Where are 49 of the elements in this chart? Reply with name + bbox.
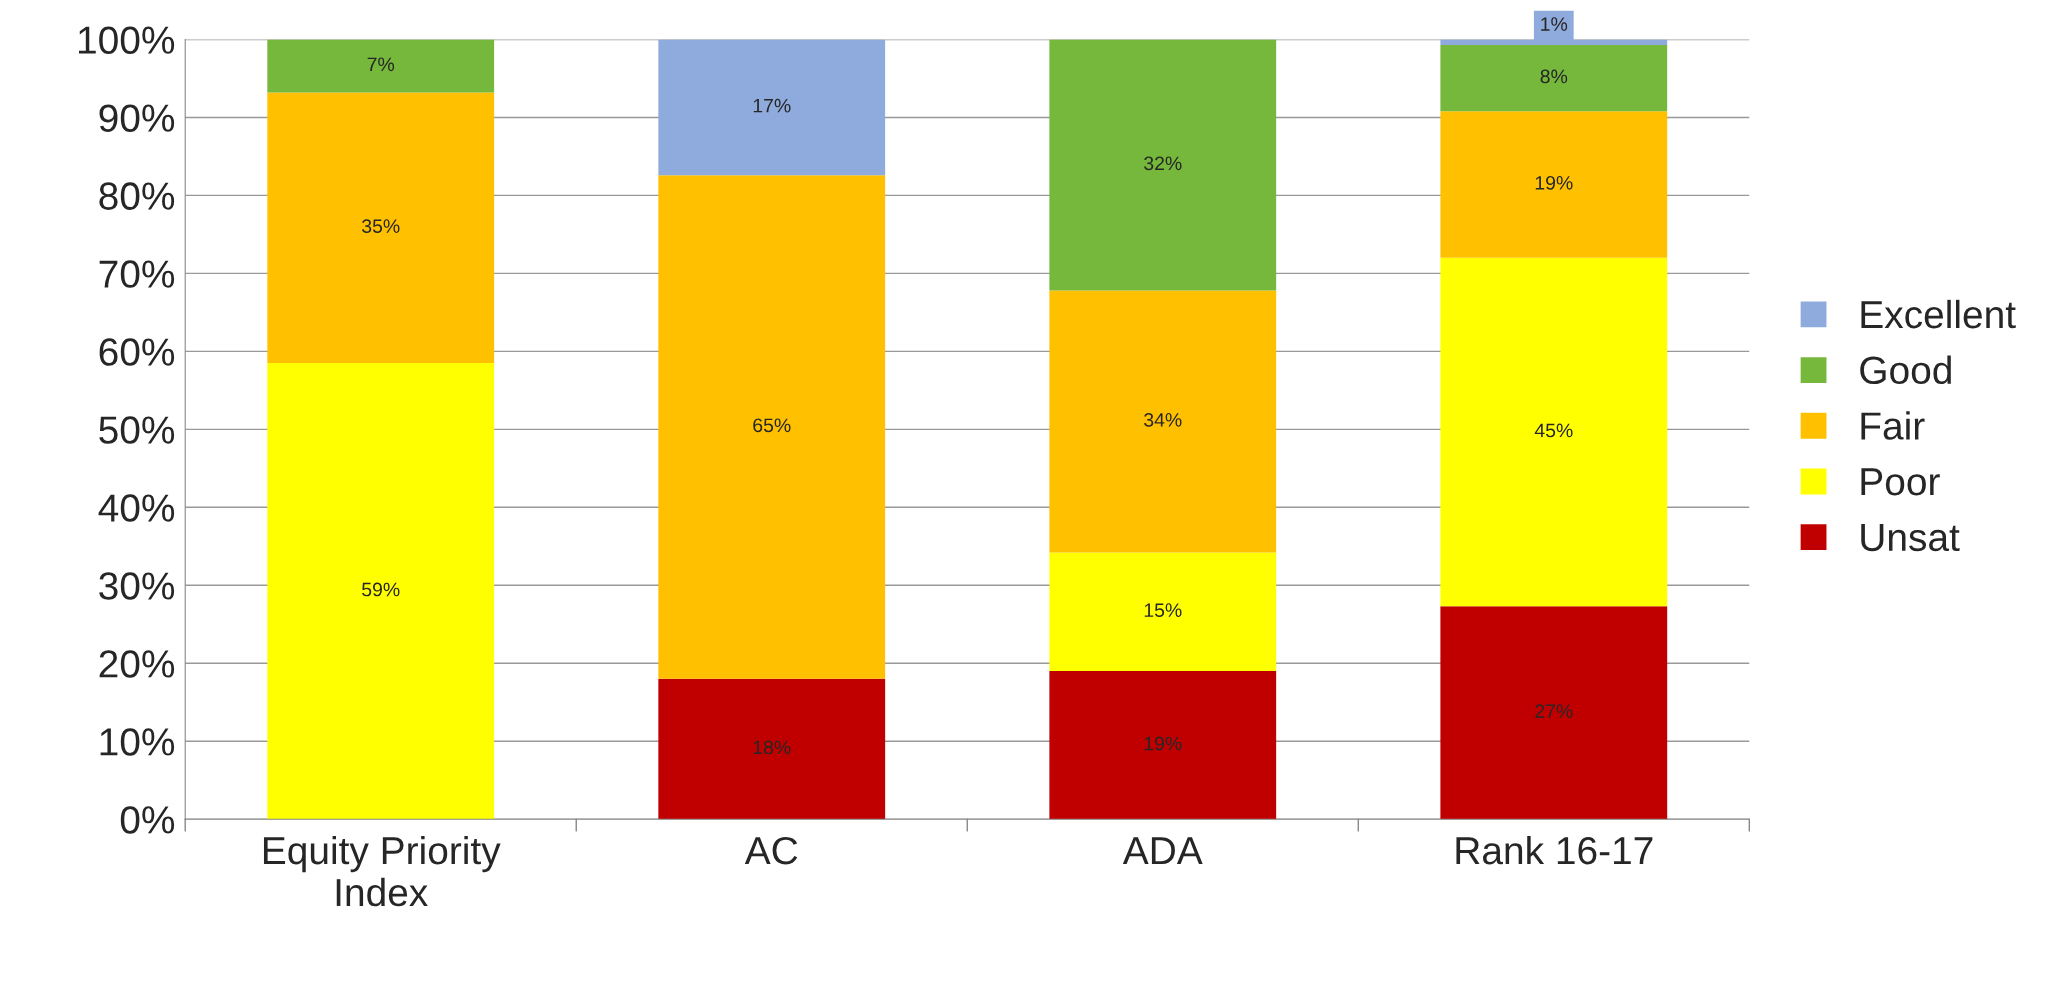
y-tick-label: 90% bbox=[99, 104, 175, 132]
data-label: 15% bbox=[1144, 603, 1182, 618]
bar bbox=[658, 678, 886, 820]
y-tick-label: 100% bbox=[79, 26, 175, 54]
data-label: 19% bbox=[1535, 175, 1573, 190]
bar bbox=[1049, 552, 1277, 672]
data-label: 45% bbox=[1534, 423, 1573, 438]
bar bbox=[267, 92, 495, 364]
data-label: 1% bbox=[1541, 17, 1568, 31]
y-tick-label: 80% bbox=[99, 182, 175, 210]
legend-label: Unsat bbox=[1861, 524, 1960, 552]
data-label: 7% bbox=[367, 57, 395, 72]
bar bbox=[1440, 257, 1668, 607]
x-tick-label: Equity Priority Index bbox=[263, 835, 501, 907]
x-tick-label: ADA bbox=[1122, 837, 1203, 865]
legend-label: Excellent bbox=[1861, 299, 2016, 329]
y-tick-label: 0% bbox=[120, 806, 175, 834]
legend-label: Poor bbox=[1861, 468, 1940, 496]
data-label: 27% bbox=[1535, 704, 1573, 718]
bar bbox=[658, 39, 886, 176]
data-label: 32% bbox=[1144, 156, 1182, 171]
legend-label: Good bbox=[1860, 355, 1951, 385]
bar bbox=[1440, 111, 1668, 258]
bar bbox=[267, 363, 495, 820]
data-label: 65% bbox=[753, 418, 791, 433]
data-label: 8% bbox=[1540, 69, 1568, 84]
data-label: 59% bbox=[362, 582, 400, 597]
y-tick-label: 30% bbox=[99, 572, 175, 600]
legend-label: Fair bbox=[1861, 411, 1925, 440]
data-label: 18% bbox=[753, 740, 791, 755]
bar bbox=[267, 39, 495, 93]
bar bbox=[1440, 606, 1668, 820]
bar bbox=[658, 175, 886, 679]
y-tick-label: 20% bbox=[99, 650, 175, 678]
y-tick-label: 50% bbox=[99, 416, 175, 444]
data-label: 35% bbox=[362, 219, 400, 233]
y-tick-label: 60% bbox=[99, 338, 175, 366]
data-label: 34% bbox=[1144, 413, 1182, 427]
data-label: 17% bbox=[753, 98, 791, 113]
y-tick-label: 40% bbox=[98, 494, 175, 522]
y-tick-label: 10% bbox=[100, 728, 175, 756]
x-tick-label: AC bbox=[744, 836, 798, 865]
bar bbox=[1049, 39, 1277, 291]
bar bbox=[1440, 44, 1668, 112]
data-label: 19% bbox=[1144, 736, 1182, 751]
y-tick-label: 70% bbox=[99, 260, 175, 288]
x-tick-label: Rank 16-17 bbox=[1456, 835, 1653, 865]
bar bbox=[1049, 671, 1277, 820]
bar bbox=[1049, 290, 1277, 553]
